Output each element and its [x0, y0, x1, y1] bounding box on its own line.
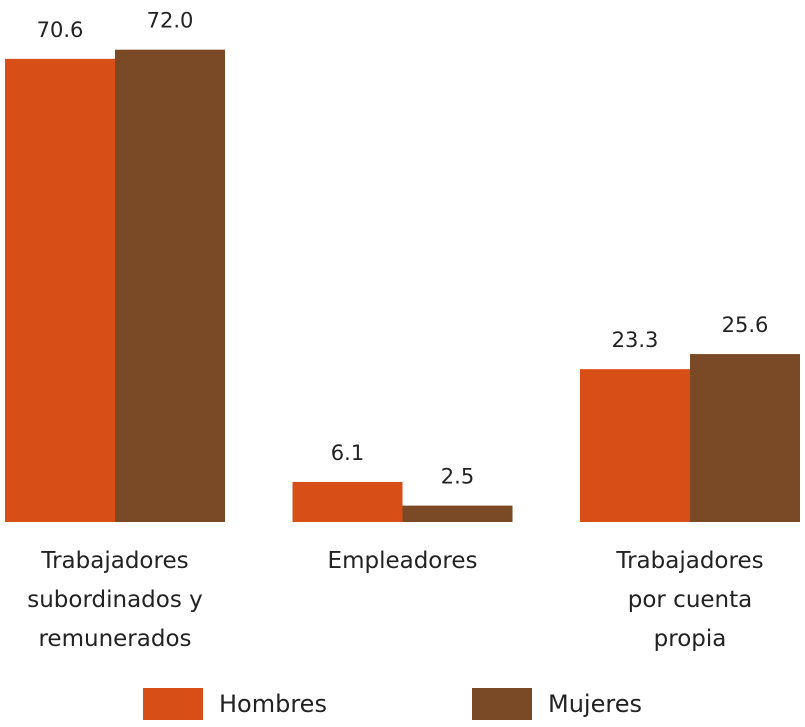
bar: [580, 369, 690, 522]
legend-label: Mujeres: [548, 690, 642, 718]
bar: [292, 481, 403, 522]
legend-swatch: [143, 688, 203, 720]
legend-swatch: [472, 688, 532, 720]
value-label: 70.6: [37, 18, 84, 42]
legend-label: Hombres: [219, 690, 327, 718]
bar: [690, 354, 800, 522]
bar: [5, 58, 115, 522]
value-label: 25.6: [722, 313, 769, 337]
bar: [115, 49, 225, 523]
category-label: Trabajadores por cuenta propia: [616, 548, 764, 652]
category-label: Empleadores: [327, 548, 478, 574]
value-label: 2.5: [441, 465, 474, 489]
value-label: 23.3: [612, 328, 659, 352]
value-label: 72.0: [147, 9, 194, 33]
category-label: Trabajadores subordinados y remunerados: [27, 548, 203, 652]
bar: [402, 505, 513, 522]
value-label: 6.1: [331, 441, 364, 465]
